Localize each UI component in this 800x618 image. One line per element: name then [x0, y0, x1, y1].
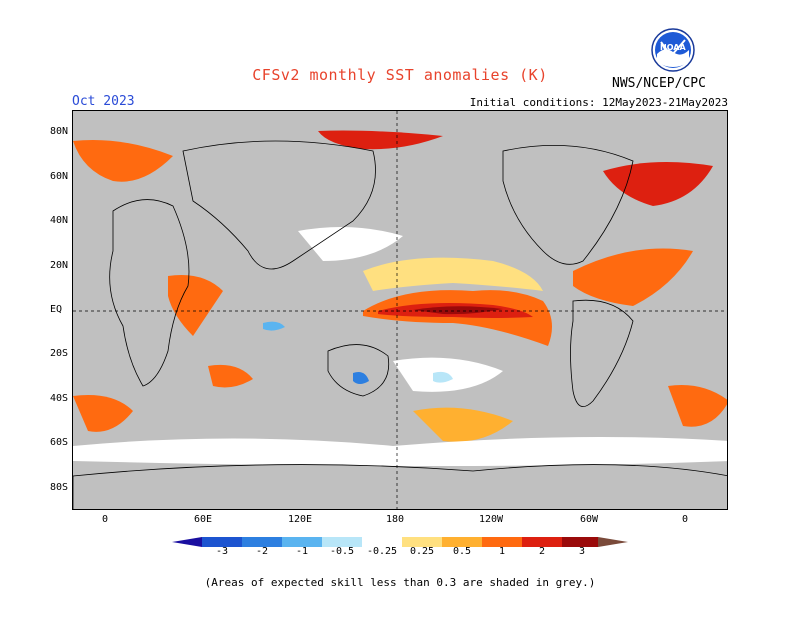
lat-label: 20N — [50, 260, 69, 271]
lat-label: 40N — [50, 215, 69, 226]
colorbar-label: -0.25 — [366, 546, 398, 557]
colorbar-label: 3 — [578, 546, 586, 557]
colorbar-bin — [522, 537, 562, 547]
lon-label: 60E — [194, 514, 213, 525]
colorbar-bin — [322, 537, 362, 547]
lat-label: 60N — [50, 171, 69, 182]
forecast-month: Oct 2023 — [72, 94, 135, 109]
colorbar-label: -2 — [255, 546, 269, 557]
warm-anomaly-regions — [73, 130, 727, 442]
colorbar-bin — [362, 537, 402, 547]
lat-label: 60S — [50, 437, 69, 448]
cool-anomaly-regions — [263, 321, 453, 384]
colorbar-label: 0.5 — [452, 546, 472, 557]
colorbar-bin — [482, 537, 522, 547]
lat-label: EQ — [50, 304, 63, 315]
colorbar-bin — [282, 537, 322, 547]
lon-label: 0 — [682, 514, 689, 525]
lon-label: 180 — [386, 514, 405, 525]
colorbar — [172, 537, 628, 547]
colorbar-bin — [402, 537, 442, 547]
agency-label: NWS/NCEP/CPC — [612, 76, 706, 91]
lon-label: 0 — [102, 514, 109, 525]
lon-label: 120W — [479, 514, 504, 525]
lat-label: 80S — [50, 482, 69, 493]
logo-text: NOAA — [660, 43, 686, 52]
initial-conditions: Initial conditions: 12May2023-21May2023 — [469, 96, 728, 109]
colorbar-bin — [202, 537, 242, 547]
lat-label: 80N — [50, 126, 69, 137]
lat-label: 40S — [50, 393, 69, 404]
colorbar-label: 0.25 — [409, 546, 435, 557]
neutral-regions — [73, 227, 727, 466]
reference-lines — [73, 111, 727, 509]
continent-outlines — [73, 140, 727, 509]
lat-label: 20S — [50, 348, 69, 359]
colorbar-bin — [562, 537, 598, 547]
lon-label: 120E — [288, 514, 313, 525]
colorbar-label: -0.5 — [329, 546, 355, 557]
colorbar-arrow-right — [598, 537, 628, 547]
colorbar-label: -1 — [295, 546, 309, 557]
colorbar-bin — [242, 537, 282, 547]
page-title: CFSv2 monthly SST anomalies (K) — [252, 66, 548, 84]
lon-label: 60W — [580, 514, 599, 525]
skill-footnote: (Areas of expected skill less than 0.3 a… — [204, 576, 596, 589]
colorbar-label: -3 — [215, 546, 229, 557]
sst-anomaly-map — [72, 110, 728, 510]
colorbar-bin — [442, 537, 482, 547]
colorbar-arrow-left — [172, 537, 202, 547]
colorbar-label: 1 — [498, 546, 506, 557]
noaa-logo: NOAA — [651, 28, 695, 72]
colorbar-label: 2 — [538, 546, 546, 557]
